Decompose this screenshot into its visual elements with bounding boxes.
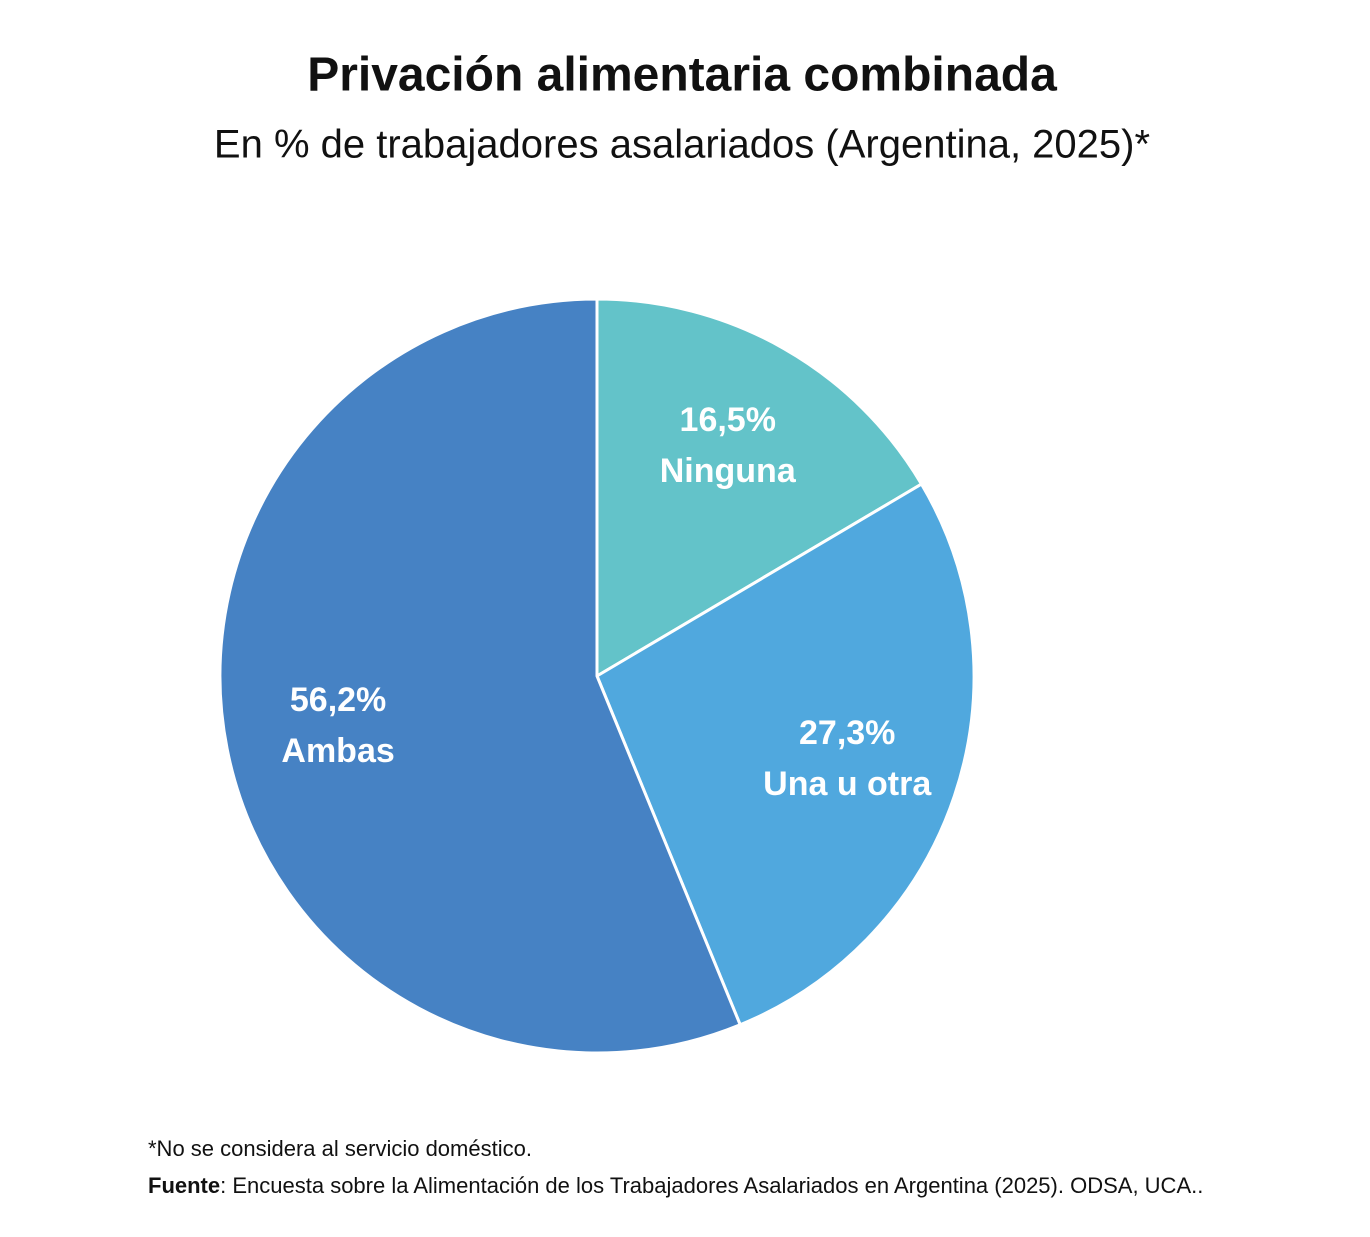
value-label: 27,3%	[799, 714, 895, 752]
category-label: Ambas	[281, 732, 394, 770]
source-label: Fuente	[148, 1173, 220, 1198]
chart-title: Privación alimentaria combinada	[307, 49, 1057, 102]
pie-slice	[595, 297, 924, 679]
source-text: : Encuesta sobre la Alimentación de los …	[220, 1173, 1203, 1198]
footnote: *No se considera al servicio doméstico.	[148, 1136, 532, 1161]
category-label: Ninguna	[660, 452, 797, 490]
pie-slice	[595, 482, 976, 1027]
source: Fuente: Encuesta sobre la Alimentación d…	[148, 1173, 1203, 1198]
category-label: Una u otra	[763, 765, 932, 803]
pie-slice	[218, 297, 743, 1055]
value-label: 16,5%	[680, 401, 776, 439]
value-label: 56,2%	[290, 681, 386, 719]
chart-subtitle: En % de trabajadores asalariados (Argent…	[214, 123, 1150, 167]
pie: 16,5% Ninguna 27,3% Una u otra 56,2% Ambas	[218, 297, 976, 1055]
